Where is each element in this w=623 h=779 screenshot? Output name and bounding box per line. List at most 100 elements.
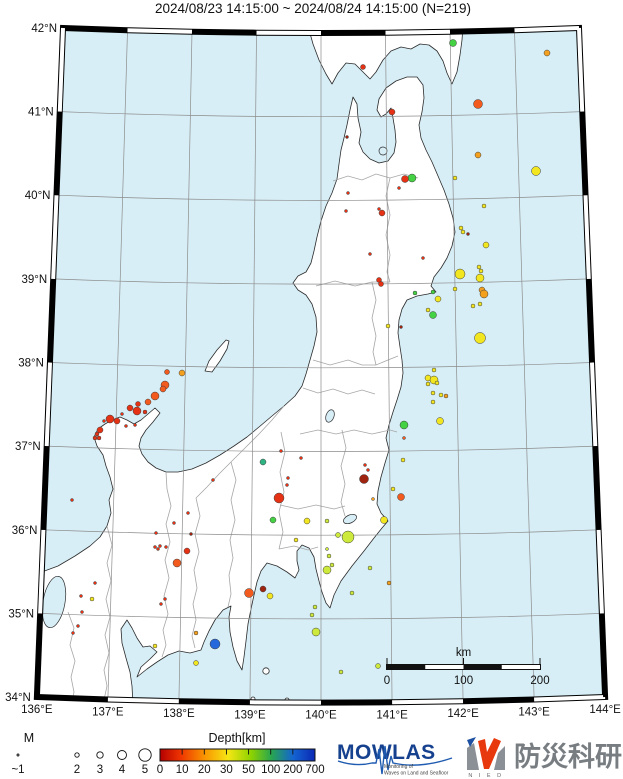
frame-segment bbox=[127, 28, 193, 34]
quake-dot bbox=[344, 209, 348, 213]
quake-dot bbox=[322, 565, 332, 575]
quake-dot bbox=[164, 369, 170, 375]
frame-segment bbox=[577, 27, 585, 112]
quake-dot bbox=[279, 449, 283, 453]
quake-dot bbox=[481, 203, 487, 209]
lake-towada bbox=[378, 146, 388, 156]
nied-kanji: 防災科研 bbox=[514, 742, 622, 772]
quake-dot bbox=[152, 643, 158, 649]
quake-dot bbox=[474, 332, 486, 344]
scale-bar-segment bbox=[463, 665, 502, 669]
quake-dot bbox=[346, 191, 350, 195]
frame-segment bbox=[44, 362, 52, 447]
meridian-142 bbox=[449, 31, 464, 702]
frame-segment bbox=[62, 26, 128, 33]
frame-segment bbox=[392, 699, 464, 705]
frame-segment bbox=[385, 29, 451, 35]
quake-dot bbox=[156, 547, 160, 551]
quake-dot bbox=[259, 458, 267, 466]
quake-dot bbox=[92, 435, 98, 441]
magnitude-label-5: 5 bbox=[142, 764, 148, 776]
quake-dot bbox=[359, 474, 369, 484]
mowlas-logo: MOWLAS Monitoring of Waves on Land and S… bbox=[337, 741, 453, 777]
quake-dot bbox=[478, 268, 484, 274]
quake-dot bbox=[163, 597, 167, 601]
quake-dot bbox=[102, 419, 106, 423]
frame-segment bbox=[41, 446, 49, 530]
quake-dot bbox=[476, 264, 482, 270]
quake-dot bbox=[120, 412, 124, 416]
quake-dot bbox=[470, 303, 476, 309]
quake-dot bbox=[436, 417, 444, 425]
depth-label-10: 10 bbox=[176, 764, 189, 776]
scale-bar-segment bbox=[387, 665, 426, 669]
quake-dot bbox=[135, 401, 141, 407]
frame-segment bbox=[580, 111, 588, 196]
quake-dot bbox=[159, 385, 167, 393]
honshu-coastline bbox=[36, 76, 456, 703]
quake-dot bbox=[452, 175, 458, 181]
quake-dot bbox=[312, 604, 318, 610]
magnitude-label-2: 2 bbox=[74, 764, 80, 776]
depth-label-30: 30 bbox=[220, 764, 233, 776]
axis-labels: 42°N 41°N 40°N 39°N 38°N 37°N 36°N 35°N 34°N136°… bbox=[5, 23, 621, 722]
quake-dot bbox=[431, 367, 437, 373]
quake-dot bbox=[371, 497, 375, 501]
quake-dot bbox=[209, 638, 221, 650]
quake-dot bbox=[475, 273, 485, 283]
depth-label-50: 50 bbox=[242, 764, 255, 776]
quake-dot bbox=[178, 369, 186, 377]
lat-label-41: 41°N bbox=[28, 107, 54, 119]
quake-dot bbox=[71, 631, 75, 635]
quake-dot bbox=[94, 431, 100, 437]
lake-kasumigaura bbox=[343, 513, 357, 525]
magnitude-symbol-2 bbox=[74, 752, 80, 758]
magnitude-symbol-4 bbox=[117, 750, 127, 760]
lon-label-142: 142°E bbox=[447, 708, 479, 720]
nied-mark-red-icon bbox=[478, 738, 501, 769]
quake-dot bbox=[397, 186, 401, 190]
quake-dot bbox=[172, 521, 176, 525]
magnitude-symbol-~1 bbox=[16, 753, 20, 757]
quake-dot bbox=[400, 457, 406, 463]
depth-label-200: 200 bbox=[283, 764, 302, 776]
quake-dot bbox=[293, 537, 299, 543]
quake-dot bbox=[473, 99, 483, 109]
quake-dot bbox=[211, 478, 215, 482]
scale-label-200: 200 bbox=[530, 675, 549, 687]
lon-label-143: 143°E bbox=[518, 706, 550, 718]
quake-dot bbox=[407, 173, 417, 183]
frame-segment bbox=[34, 613, 43, 698]
scale-label-0: 0 bbox=[384, 675, 390, 687]
quake-dot bbox=[269, 516, 277, 524]
quake-dot bbox=[421, 256, 425, 260]
quake-dot bbox=[70, 498, 74, 502]
quake-dot bbox=[477, 301, 483, 307]
quake-dot bbox=[124, 424, 128, 428]
quake-dot bbox=[132, 406, 142, 416]
quake-dot bbox=[402, 436, 406, 440]
quake-dot bbox=[425, 307, 431, 313]
quake-dot bbox=[244, 588, 254, 598]
nied-mark-gray-icon bbox=[467, 743, 479, 770]
quake-dot bbox=[399, 325, 403, 329]
frame-segment bbox=[599, 613, 608, 698]
frame-segment bbox=[514, 26, 580, 33]
quake-dot bbox=[286, 476, 290, 480]
lake-inawashiro bbox=[325, 409, 335, 423]
depth-colorbar bbox=[159, 748, 316, 762]
mowlas-tagline-1: Monitoring of bbox=[384, 764, 414, 770]
quake-dot bbox=[458, 225, 464, 231]
frame-segment bbox=[596, 529, 604, 614]
quake-dot bbox=[377, 207, 381, 211]
quake-dot bbox=[397, 493, 405, 501]
frame-segment bbox=[593, 446, 601, 530]
lat-label-39: 39°N bbox=[22, 274, 48, 286]
quake-dot bbox=[430, 399, 436, 405]
quake-dot bbox=[338, 669, 344, 675]
lat-label-37: 37°N bbox=[15, 441, 41, 453]
lat-label-42: 42°N bbox=[31, 23, 57, 35]
quake-dot bbox=[183, 547, 191, 555]
quake-dot bbox=[259, 585, 267, 593]
quake-dot bbox=[193, 630, 199, 636]
